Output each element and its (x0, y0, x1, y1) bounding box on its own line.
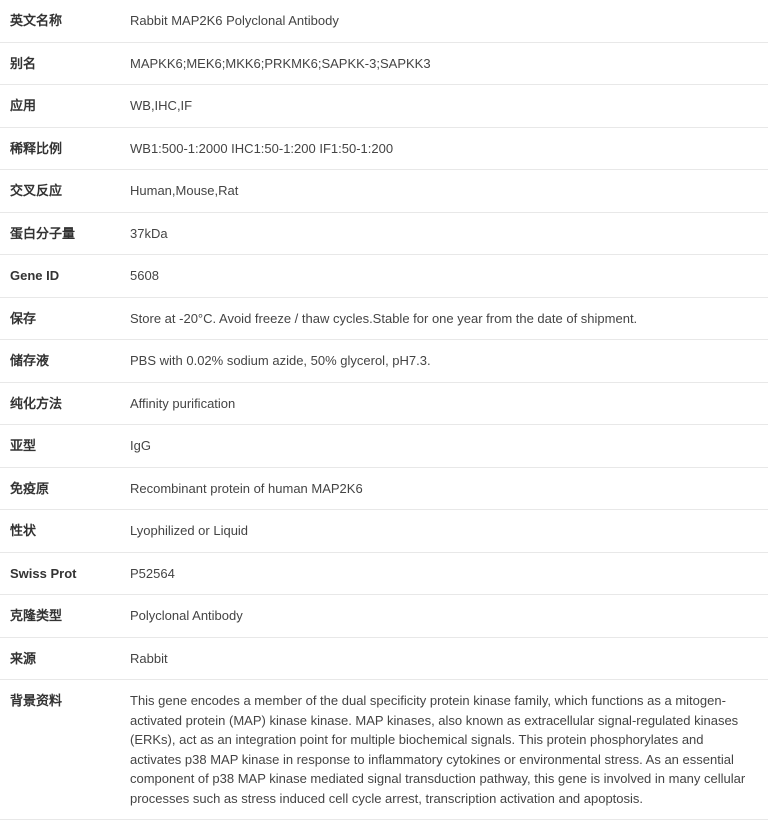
row-label: 蛋白分子量 (0, 212, 130, 255)
table-row: 来源Rabbit (0, 637, 768, 680)
row-label: 储存液 (0, 340, 130, 383)
row-label: 纯化方法 (0, 382, 130, 425)
row-label: 别名 (0, 42, 130, 85)
row-label: 克隆类型 (0, 595, 130, 638)
table-row: 克隆类型Polyclonal Antibody (0, 595, 768, 638)
table-row: 应用WB,IHC,IF (0, 85, 768, 128)
table-row: 性状Lyophilized or Liquid (0, 510, 768, 553)
row-value: PBS with 0.02% sodium azide, 50% glycero… (130, 340, 768, 383)
row-label: 稀释比例 (0, 127, 130, 170)
row-value: Recombinant protein of human MAP2K6 (130, 467, 768, 510)
row-label: 应用 (0, 85, 130, 128)
table-row: 免疫原Recombinant protein of human MAP2K6 (0, 467, 768, 510)
row-value: Affinity purification (130, 382, 768, 425)
row-value: Polyclonal Antibody (130, 595, 768, 638)
table-row: 别名MAPKK6;MEK6;MKK6;PRKMK6;SAPKK-3;SAPKK3 (0, 42, 768, 85)
table-row: 英文名称Rabbit MAP2K6 Polyclonal Antibody (0, 0, 768, 42)
row-value: Rabbit (130, 637, 768, 680)
row-value: Rabbit MAP2K6 Polyclonal Antibody (130, 0, 768, 42)
row-label: Swiss Prot (0, 552, 130, 595)
row-value: 37kDa (130, 212, 768, 255)
table-row: 蛋白分子量37kDa (0, 212, 768, 255)
spec-table: 英文名称Rabbit MAP2K6 Polyclonal Antibody别名M… (0, 0, 768, 820)
row-label: 亚型 (0, 425, 130, 468)
table-row: 亚型IgG (0, 425, 768, 468)
row-value: Store at -20°C. Avoid freeze / thaw cycl… (130, 297, 768, 340)
row-label: 性状 (0, 510, 130, 553)
row-value: 5608 (130, 255, 768, 298)
row-label: 保存 (0, 297, 130, 340)
row-value: P52564 (130, 552, 768, 595)
row-value: WB,IHC,IF (130, 85, 768, 128)
spec-table-body: 英文名称Rabbit MAP2K6 Polyclonal Antibody别名M… (0, 0, 768, 820)
row-label: 英文名称 (0, 0, 130, 42)
row-label: 交叉反应 (0, 170, 130, 213)
table-row: 储存液PBS with 0.02% sodium azide, 50% glyc… (0, 340, 768, 383)
table-row: 保存Store at -20°C. Avoid freeze / thaw cy… (0, 297, 768, 340)
row-label: 来源 (0, 637, 130, 680)
table-row: 交叉反应Human,Mouse,Rat (0, 170, 768, 213)
row-value: MAPKK6;MEK6;MKK6;PRKMK6;SAPKK-3;SAPKK3 (130, 42, 768, 85)
row-label: 背景资料 (0, 680, 130, 820)
row-value: IgG (130, 425, 768, 468)
row-value: WB1:500-1:2000 IHC1:50-1:200 IF1:50-1:20… (130, 127, 768, 170)
table-row: Gene ID5608 (0, 255, 768, 298)
row-label: Gene ID (0, 255, 130, 298)
row-value: Human,Mouse,Rat (130, 170, 768, 213)
table-row: 纯化方法Affinity purification (0, 382, 768, 425)
table-row: 背景资料This gene encodes a member of the du… (0, 680, 768, 820)
table-row: Swiss ProtP52564 (0, 552, 768, 595)
row-value: This gene encodes a member of the dual s… (130, 680, 768, 820)
table-row: 稀释比例WB1:500-1:2000 IHC1:50-1:200 IF1:50-… (0, 127, 768, 170)
row-label: 免疫原 (0, 467, 130, 510)
row-value: Lyophilized or Liquid (130, 510, 768, 553)
